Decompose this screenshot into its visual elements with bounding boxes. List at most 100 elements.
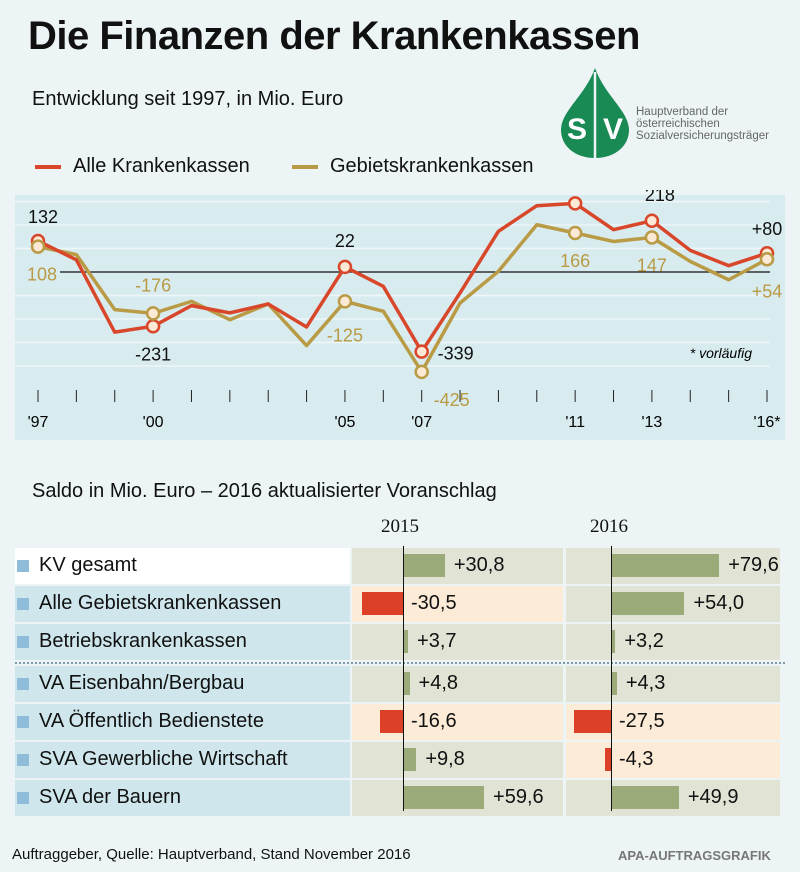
bullet-icon	[17, 754, 29, 766]
data-label: -176	[135, 275, 171, 295]
bar-value-label: -30,5	[411, 592, 457, 614]
zero-axis-2015	[403, 546, 404, 811]
x-tick-label: '97	[28, 414, 49, 431]
bar-cell-2016: +49,9	[566, 780, 780, 816]
data-point	[644, 213, 660, 229]
bar	[611, 786, 679, 809]
svg-text:S: S	[567, 113, 587, 146]
data-label: +80	[752, 219, 783, 239]
data-label: 218	[645, 190, 675, 205]
bar-value-label: -16,6	[411, 710, 457, 732]
x-tick-label: '11	[565, 414, 585, 431]
bar-value-label: +54,0	[693, 592, 745, 614]
x-tick-label: '00	[143, 414, 164, 431]
bar-cell-2016: +3,2	[566, 624, 780, 660]
table-row: Betriebskrankenkassen +3,7 +3,2	[15, 624, 785, 660]
data-point	[759, 252, 775, 267]
row-label-cell: KV gesamt	[15, 548, 350, 584]
bar	[403, 748, 417, 771]
legend-swatch	[35, 164, 61, 169]
logo-text: Hauptverband der österreichischen Sozial…	[636, 106, 769, 142]
legend-item-alle: Alle Krankenkassen	[35, 155, 250, 178]
line-chart: '97 '00 '05 '07 '11 '13 '16* * vorläufig 132 -231…	[15, 190, 783, 431]
legend-label: Gebietskrankenkassen	[330, 155, 534, 177]
legend-label: Alle Krankenkassen	[73, 155, 250, 177]
footnote: * vorläufig	[690, 345, 752, 361]
bar-cell-2015: +30,8	[352, 548, 563, 584]
table-row: SVA der Bauern +59,6 +49,9	[15, 780, 785, 816]
data-point	[337, 294, 353, 309]
data-point	[644, 230, 660, 245]
bullet-icon	[17, 678, 29, 690]
bullet-icon	[17, 598, 29, 610]
subtitle: Entwicklung seit 1997, in Mio. Euro	[32, 88, 344, 110]
year-header-2015: 2015	[381, 516, 419, 537]
bar	[605, 748, 611, 771]
bar-cell-2015: -30,5	[352, 586, 563, 622]
table-row: Alle Gebietskrankenkassen -30,5 +54,0	[15, 586, 785, 622]
bar-cell-2015: +59,6	[352, 780, 563, 816]
bullet-icon	[17, 716, 29, 728]
row-label-cell: Betriebskrankenkassen	[15, 624, 350, 660]
bar-value-label: +30,8	[453, 554, 505, 576]
table-row: VA Eisenbahn/Bergbau +4,8 +4,3	[15, 666, 785, 702]
data-label: 132	[28, 207, 58, 227]
bar-cell-2016: +54,0	[566, 586, 780, 622]
data-label: -425	[434, 390, 470, 410]
bar-cell-2015: +9,8	[352, 742, 563, 778]
data-label: 166	[560, 251, 590, 271]
sv-logo: S V	[561, 68, 629, 158]
data-label: 22	[335, 231, 355, 251]
legend-item-gebiet: Gebietskrankenkassen	[292, 155, 533, 178]
bar-table-title: Saldo in Mio. Euro – 2016 aktualisierter…	[32, 480, 497, 502]
table-row: SVA Gewerbliche Wirtschaft +9,8 -4,3	[15, 742, 785, 778]
row-label-cell: SVA Gewerbliche Wirtschaft	[15, 742, 350, 778]
row-label: SVA Gewerbliche Wirtschaft	[39, 748, 288, 770]
data-label: 147	[637, 255, 667, 275]
bar	[611, 672, 617, 695]
bar	[380, 710, 403, 733]
credit: APA-AUFTRAGSGRAFIK	[618, 848, 771, 863]
data-point	[414, 364, 429, 380]
x-tick-label: '16*	[753, 414, 780, 431]
bar-cell-2016: -27,5	[566, 704, 780, 740]
bar	[611, 592, 685, 615]
bar-value-label: +49,9	[687, 786, 739, 808]
zero-axis-2016	[611, 546, 612, 811]
row-label-cell: SVA der Bauern	[15, 780, 350, 816]
data-point	[567, 225, 583, 241]
data-point	[337, 259, 353, 275]
data-point	[145, 319, 161, 334]
data-point	[145, 306, 161, 321]
legend-swatch	[292, 164, 318, 169]
bar-value-label: +9,8	[425, 748, 465, 770]
data-label: +54	[752, 281, 783, 301]
bar-cell-2016: +79,6	[566, 548, 780, 584]
year-header-2016: 2016	[590, 516, 628, 537]
data-point	[414, 344, 429, 359]
bar-value-label: +4,8	[418, 672, 458, 694]
row-label: VA Eisenbahn/Bergbau	[39, 672, 245, 694]
data-label: -339	[438, 344, 474, 364]
row-label-cell: Alle Gebietskrankenkassen	[15, 586, 350, 622]
bar-value-label: +3,7	[417, 630, 457, 652]
bar	[403, 554, 445, 577]
bar-cell-2016: -4,3	[566, 742, 780, 778]
source-note: Auftraggeber, Quelle: Hauptverband, Stan…	[12, 846, 411, 863]
row-label: KV gesamt	[39, 554, 137, 576]
bar-value-label: +59,6	[493, 786, 544, 808]
bar-value-label: +4,3	[625, 672, 666, 694]
table-row: KV gesamt +30,8 +79,6	[15, 548, 785, 584]
divider	[15, 662, 785, 664]
bar-value-label: -4,3	[619, 748, 654, 770]
bar	[361, 592, 403, 615]
page-title: Die Finanzen der Krankenkassen	[28, 14, 640, 58]
row-label: VA Öffentlich Bedienstete	[39, 710, 264, 732]
bar-cell-2015: +3,7	[352, 624, 563, 660]
bar	[403, 672, 410, 695]
x-tick-label: '07	[411, 414, 432, 431]
data-point	[30, 239, 46, 254]
bullet-icon	[17, 636, 29, 648]
row-label: Alle Gebietskrankenkassen	[39, 592, 282, 614]
